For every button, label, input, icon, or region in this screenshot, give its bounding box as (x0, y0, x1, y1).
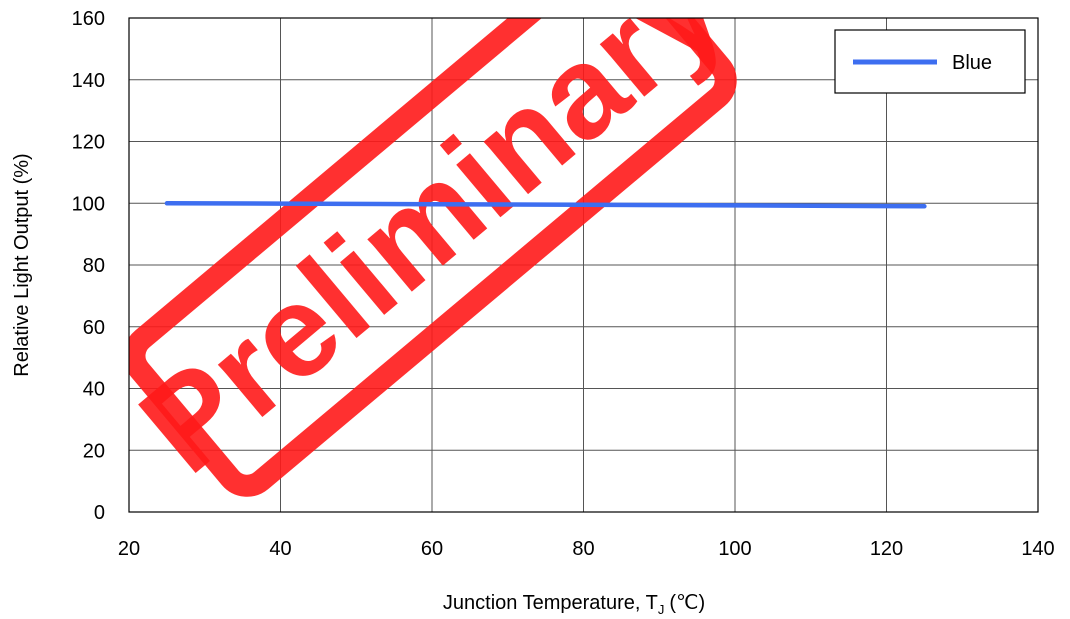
y-tick-label: 80 (83, 255, 105, 277)
y-tick-label: 100 (72, 193, 105, 215)
watermark-text: Preliminary (113, 0, 749, 500)
legend: Blue (834, 29, 1026, 94)
watermark-frame (129, 18, 737, 497)
y-tick-label: 60 (83, 317, 105, 339)
x-tick-label: 140 (1021, 538, 1054, 560)
y-tick-labels: 0 20 40 60 80 100 120 140 160 (72, 8, 105, 524)
y-tick-label: 120 (72, 132, 105, 154)
plot-area-frame (128, 17, 1039, 513)
y-axis-title: Relative Light Output (%) (11, 153, 33, 376)
series-layer (164, 201, 927, 209)
x-tick-label: 100 (718, 538, 751, 560)
y-tick-label: 140 (72, 70, 105, 92)
x-tick-label: 120 (870, 538, 903, 560)
x-axis-title: Junction Temperature, TJ (℃) (443, 592, 705, 617)
y-tick-label: 20 (83, 440, 105, 462)
y-tick-label: 0 (94, 502, 105, 524)
x-tick-label: 60 (421, 538, 443, 560)
x-axis-title-unit: (℃) (669, 592, 705, 614)
y-tick-label: 160 (72, 8, 105, 30)
y-tick-label: 40 (83, 379, 105, 401)
x-tick-labels: 20 40 60 80 100 120 140 (118, 538, 1055, 560)
x-axis-title-main: Junction Temperature, T (443, 592, 658, 614)
x-axis-title-subscript: J (658, 602, 665, 617)
x-tick-label: 20 (118, 538, 140, 560)
series-line-blue (164, 201, 927, 209)
legend-label-blue: Blue (952, 52, 992, 74)
x-tick-label: 40 (269, 538, 291, 560)
x-tick-label: 80 (572, 538, 594, 560)
